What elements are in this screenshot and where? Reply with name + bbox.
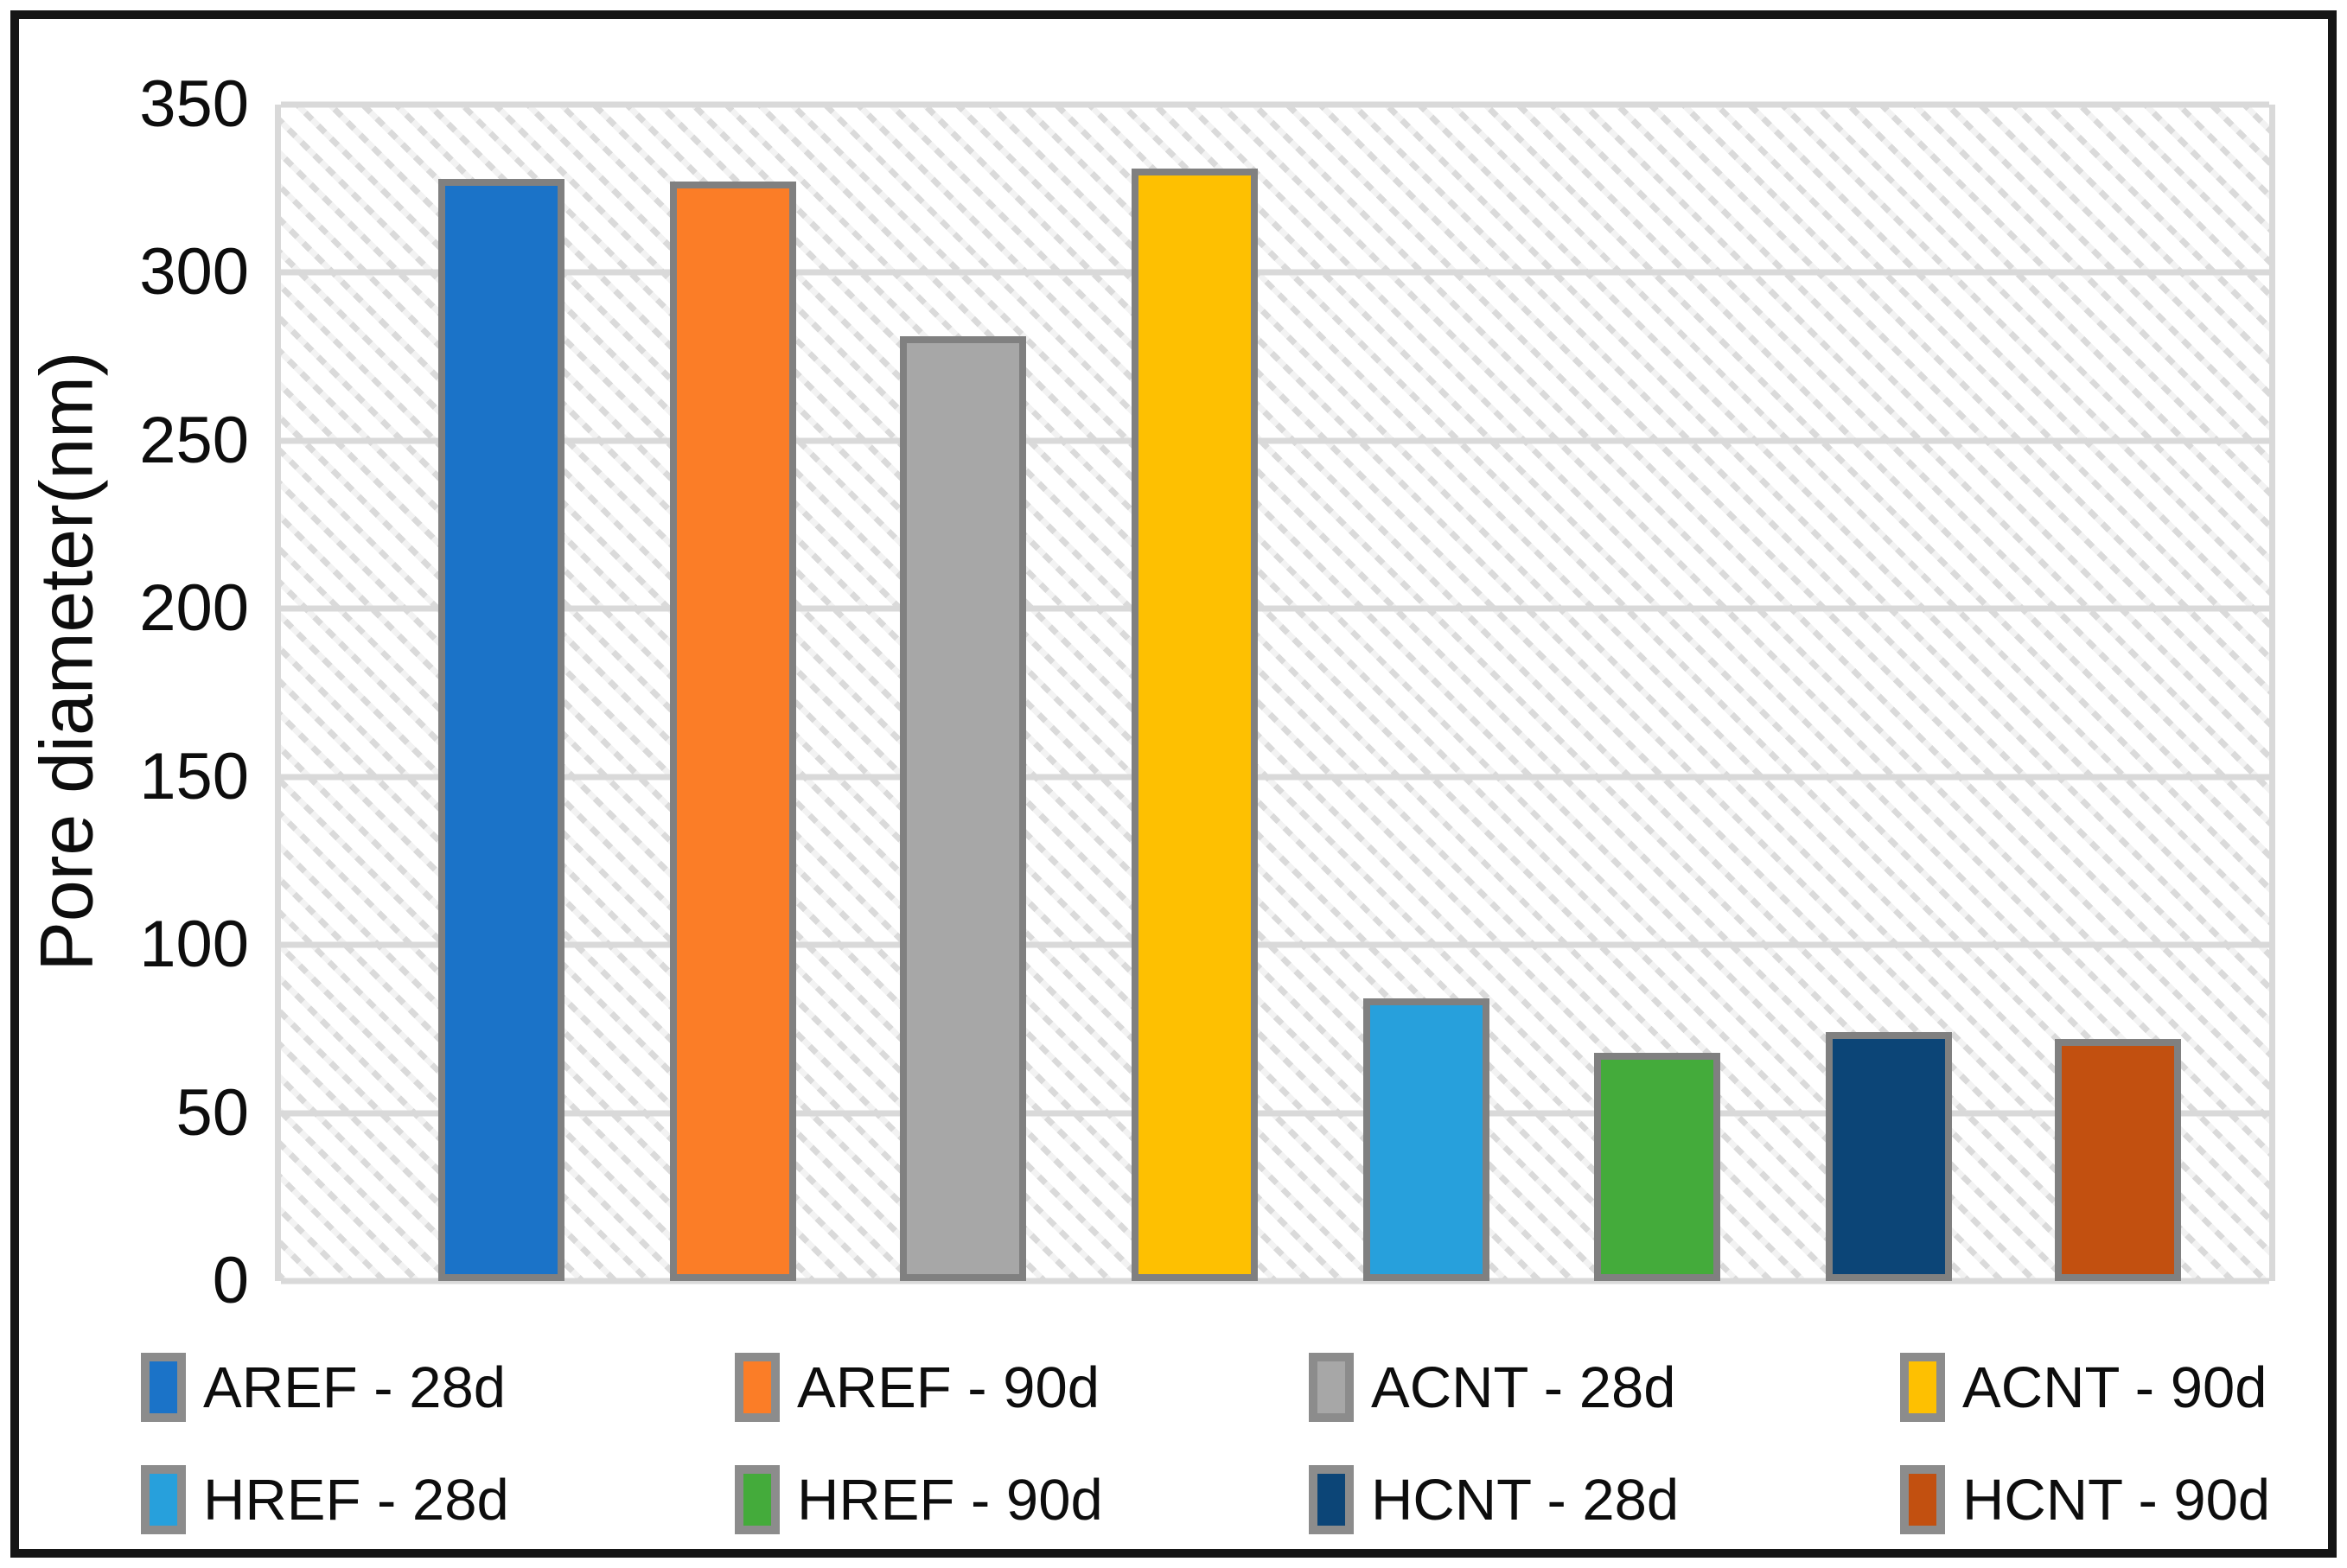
bar-aref-90d <box>670 182 796 1281</box>
legend-item-acnt-90d: ACNT - 90d <box>1900 1353 2347 1422</box>
legend-swatch-hcnt-90d <box>1900 1465 1945 1534</box>
chart-legend: AREF - 28d AREF - 90d ACNT - 28d ACNT - … <box>0 1331 2347 1556</box>
legend-label-href-90d: HREF - 90d <box>797 1467 1103 1533</box>
legend-swatch-hcnt-28d <box>1309 1465 1354 1534</box>
legend-item-acnt-28d: ACNT - 28d <box>1309 1353 1900 1422</box>
bar-acnt-90d <box>1132 168 1258 1281</box>
x-axis-line <box>281 1278 2269 1284</box>
legend-swatch-href-90d <box>735 1465 780 1534</box>
legend-swatch-acnt-90d <box>1900 1353 1945 1422</box>
legend-swatch-href-28d <box>141 1465 186 1534</box>
legend-label-acnt-28d: ACNT - 28d <box>1371 1354 1676 1420</box>
legend-label-acnt-90d: ACNT - 90d <box>1962 1354 2267 1420</box>
plot-area <box>275 101 2275 1284</box>
y-tick-200: 200 <box>139 571 249 645</box>
bar-aref-28d <box>438 178 564 1281</box>
legend-swatch-aref-90d <box>735 1353 780 1422</box>
legend-item-aref-90d: AREF - 90d <box>735 1353 1309 1422</box>
legend-label-href-28d: HREF - 28d <box>203 1467 509 1533</box>
bar-acnt-28d <box>900 336 1026 1281</box>
legend-item-href-28d: HREF - 28d <box>141 1465 735 1534</box>
y-tick-350: 350 <box>139 67 249 141</box>
gridline-150 <box>281 774 2269 781</box>
bar-href-90d <box>1594 1052 1720 1281</box>
gridline-200 <box>281 605 2269 612</box>
legend-label-hcnt-28d: HCNT - 28d <box>1371 1467 1680 1533</box>
legend-label-aref-28d: AREF - 28d <box>203 1354 507 1420</box>
y-tick-250: 250 <box>139 404 249 477</box>
gridline-50 <box>281 1110 2269 1117</box>
y-tick-300: 300 <box>139 235 249 309</box>
legend-swatch-aref-28d <box>141 1353 186 1422</box>
legend-label-hcnt-90d: HCNT - 90d <box>1962 1467 2271 1533</box>
bar-href-28d <box>1363 998 1489 1281</box>
legend-row-1: AREF - 28d AREF - 90d ACNT - 28d ACNT - … <box>0 1331 2347 1444</box>
gridline-300 <box>281 269 2269 276</box>
legend-label-aref-90d: AREF - 90d <box>797 1354 1100 1420</box>
bar-hcnt-28d <box>1826 1032 1952 1281</box>
legend-item-href-90d: HREF - 90d <box>735 1465 1309 1534</box>
legend-item-hcnt-28d: HCNT - 28d <box>1309 1465 1900 1534</box>
y-tick-150: 150 <box>139 740 249 813</box>
bar-hcnt-90d <box>2055 1039 2181 1281</box>
legend-item-hcnt-90d: HCNT - 90d <box>1900 1465 2347 1534</box>
y-tick-100: 100 <box>139 908 249 981</box>
y-tick-0: 0 <box>212 1244 249 1317</box>
y-tick-50: 50 <box>175 1076 249 1150</box>
gridline-100 <box>281 941 2269 948</box>
gridline-350 <box>281 101 2269 108</box>
legend-swatch-acnt-28d <box>1309 1353 1354 1422</box>
gridline-250 <box>281 437 2269 444</box>
legend-row-2: HREF - 28d HREF - 90d HCNT - 28d HCNT - … <box>0 1444 2347 1556</box>
legend-item-aref-28d: AREF - 28d <box>141 1353 735 1422</box>
